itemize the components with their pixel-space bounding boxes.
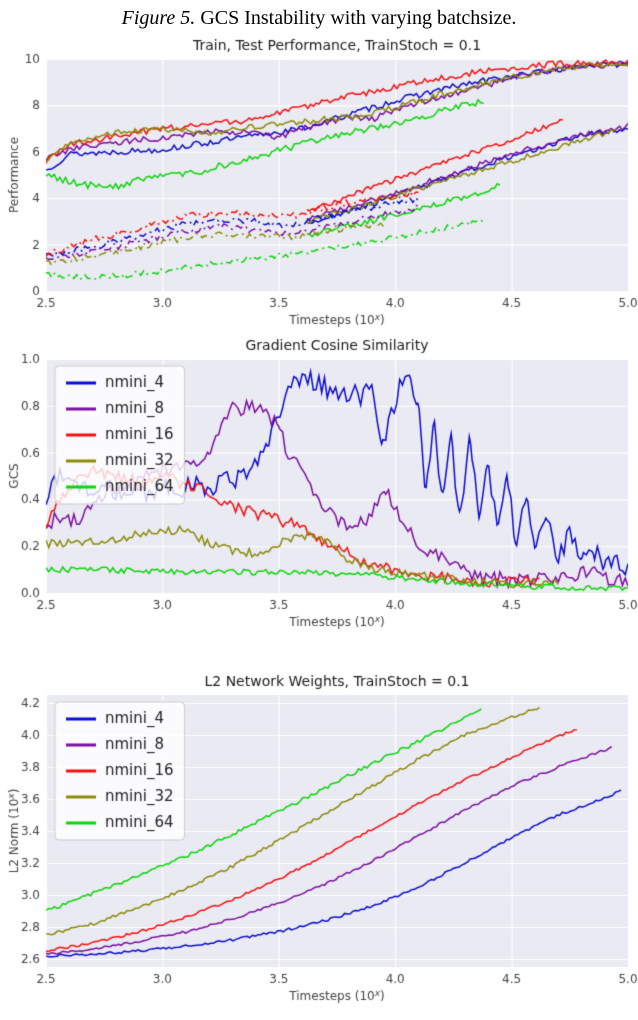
chart-l2-network-weights xyxy=(0,669,638,1009)
figure-caption-title: GCS Instability with varying batchsize. xyxy=(195,7,517,29)
chart-gradient-cosine-similarity xyxy=(0,333,638,635)
chart-train-test-performance xyxy=(0,33,638,333)
figure-caption-number: Figure 5. xyxy=(121,7,196,29)
figure-caption: Figure 5. GCS Instability with varying b… xyxy=(0,0,638,33)
